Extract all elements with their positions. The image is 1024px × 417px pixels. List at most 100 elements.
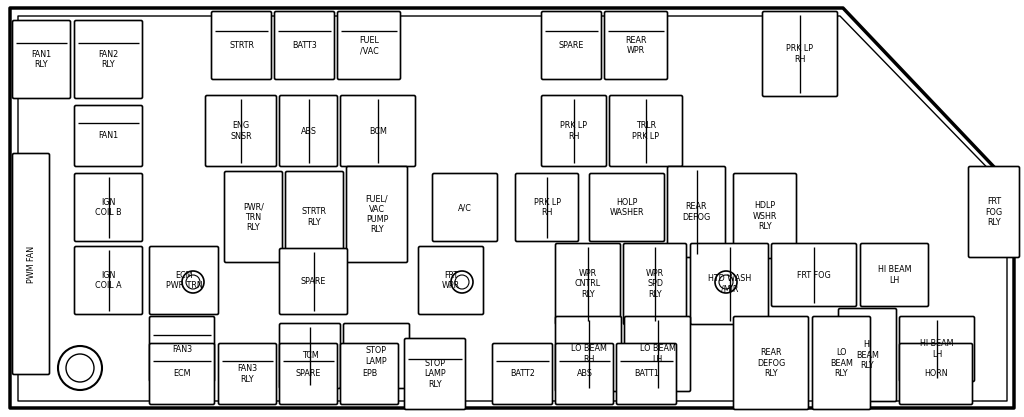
- FancyBboxPatch shape: [12, 20, 71, 98]
- FancyBboxPatch shape: [542, 95, 606, 166]
- FancyBboxPatch shape: [338, 12, 400, 80]
- FancyBboxPatch shape: [899, 344, 973, 404]
- Text: FAN1
RLY: FAN1 RLY: [32, 50, 51, 69]
- Text: STOP
LAMP
RLY: STOP LAMP RLY: [424, 359, 445, 389]
- Text: LO BEAM
LH: LO BEAM LH: [640, 344, 676, 364]
- FancyBboxPatch shape: [286, 171, 343, 262]
- FancyBboxPatch shape: [280, 95, 338, 166]
- Text: HTD WASH
/MIR: HTD WASH /MIR: [708, 274, 752, 294]
- Text: SPARE: SPARE: [301, 277, 327, 286]
- Text: LO
BEAM
RLY: LO BEAM RLY: [830, 349, 853, 377]
- Text: HI
BEAM
RLY: HI BEAM RLY: [856, 340, 879, 369]
- Text: SPARE: SPARE: [296, 369, 322, 379]
- FancyBboxPatch shape: [604, 12, 668, 80]
- Text: EPB: EPB: [361, 369, 377, 379]
- FancyBboxPatch shape: [75, 246, 142, 314]
- Text: ENG
SNSR: ENG SNSR: [230, 121, 252, 141]
- FancyBboxPatch shape: [346, 166, 408, 262]
- FancyBboxPatch shape: [150, 317, 214, 382]
- Text: BATT3: BATT3: [292, 41, 316, 50]
- FancyBboxPatch shape: [515, 173, 579, 241]
- Text: BATT2: BATT2: [510, 369, 535, 379]
- Text: FUEL
/VAC: FUEL /VAC: [359, 36, 379, 55]
- FancyBboxPatch shape: [616, 344, 677, 404]
- Text: FRT
FOG
RLY: FRT FOG RLY: [985, 198, 1002, 226]
- Text: HDLP
WSHR
RLY: HDLP WSHR RLY: [753, 201, 777, 231]
- Text: ECM
PWR TRN: ECM PWR TRN: [166, 271, 203, 290]
- FancyBboxPatch shape: [12, 153, 49, 374]
- FancyBboxPatch shape: [341, 344, 398, 404]
- FancyBboxPatch shape: [899, 317, 975, 382]
- FancyBboxPatch shape: [839, 309, 896, 402]
- FancyBboxPatch shape: [75, 106, 142, 166]
- Text: FUEL/
VAC
PUMP
RLY: FUEL/ VAC PUMP RLY: [366, 195, 388, 234]
- Text: TRLR
PRK LP: TRLR PRK LP: [633, 121, 659, 141]
- Text: FRT
WPR: FRT WPR: [442, 271, 460, 290]
- Text: REAR
DEFOG
RLY: REAR DEFOG RLY: [757, 349, 785, 377]
- FancyBboxPatch shape: [763, 12, 838, 96]
- Text: A/C: A/C: [458, 203, 472, 212]
- Text: LO BEAM
RH: LO BEAM RH: [570, 344, 606, 364]
- Text: ABS: ABS: [300, 126, 316, 136]
- FancyBboxPatch shape: [150, 344, 214, 404]
- Text: FAN3: FAN3: [172, 344, 193, 354]
- FancyBboxPatch shape: [341, 95, 416, 166]
- FancyBboxPatch shape: [668, 166, 725, 258]
- FancyBboxPatch shape: [212, 12, 271, 80]
- FancyBboxPatch shape: [771, 244, 856, 306]
- FancyBboxPatch shape: [343, 324, 410, 389]
- Text: FAN2
RLY: FAN2 RLY: [98, 50, 119, 69]
- Text: WPR
CNTRL
RLY: WPR CNTRL RLY: [574, 269, 601, 299]
- FancyBboxPatch shape: [625, 317, 690, 392]
- Text: REAR
DEFOG: REAR DEFOG: [682, 203, 711, 221]
- Text: STRTR: STRTR: [229, 41, 254, 50]
- Text: STRTR
RLY: STRTR RLY: [302, 208, 327, 226]
- Text: HOLP
WASHER: HOLP WASHER: [609, 198, 644, 217]
- Text: BATT1: BATT1: [634, 369, 658, 379]
- Text: PWR/
TRN
RLY: PWR/ TRN RLY: [243, 202, 264, 231]
- Text: IGN
COIL B: IGN COIL B: [95, 198, 122, 217]
- Text: STOP
LAMP: STOP LAMP: [366, 347, 387, 366]
- FancyBboxPatch shape: [860, 244, 929, 306]
- FancyBboxPatch shape: [75, 173, 142, 241]
- Text: PRK LP
RH: PRK LP RH: [534, 198, 560, 217]
- FancyBboxPatch shape: [624, 244, 686, 324]
- FancyBboxPatch shape: [404, 339, 466, 409]
- Text: PRK LP
RH: PRK LP RH: [786, 45, 813, 63]
- Text: PRK LP
RH: PRK LP RH: [560, 121, 588, 141]
- FancyBboxPatch shape: [218, 344, 276, 404]
- FancyBboxPatch shape: [493, 344, 553, 404]
- Text: HI BEAM
LH: HI BEAM LH: [921, 339, 953, 359]
- FancyBboxPatch shape: [542, 12, 601, 80]
- FancyBboxPatch shape: [150, 246, 218, 314]
- Text: BCM: BCM: [369, 126, 387, 136]
- Text: SPARE: SPARE: [559, 41, 584, 50]
- Text: TCM: TCM: [302, 352, 318, 361]
- FancyBboxPatch shape: [224, 171, 283, 262]
- FancyBboxPatch shape: [969, 166, 1020, 258]
- FancyBboxPatch shape: [280, 249, 347, 314]
- FancyBboxPatch shape: [590, 173, 665, 241]
- FancyBboxPatch shape: [690, 244, 768, 324]
- FancyBboxPatch shape: [555, 317, 622, 392]
- Text: HORN: HORN: [925, 369, 948, 379]
- FancyBboxPatch shape: [555, 344, 613, 404]
- Text: PWM FAN: PWM FAN: [27, 246, 36, 283]
- Text: HI BEAM
LH: HI BEAM LH: [878, 266, 911, 284]
- FancyBboxPatch shape: [733, 173, 797, 259]
- Text: FAN3
RLY: FAN3 RLY: [238, 364, 258, 384]
- FancyBboxPatch shape: [432, 173, 498, 241]
- Text: ABS: ABS: [577, 369, 593, 379]
- FancyBboxPatch shape: [75, 20, 142, 98]
- Text: IGN
COIL A: IGN COIL A: [95, 271, 122, 290]
- FancyBboxPatch shape: [419, 246, 483, 314]
- Text: WPR
SPD
RLY: WPR SPD RLY: [646, 269, 664, 299]
- Text: ECM: ECM: [173, 369, 190, 379]
- FancyBboxPatch shape: [812, 317, 870, 409]
- Text: REAR
WPR: REAR WPR: [626, 36, 647, 55]
- FancyBboxPatch shape: [274, 12, 335, 80]
- FancyBboxPatch shape: [609, 95, 683, 166]
- FancyBboxPatch shape: [280, 344, 338, 404]
- Text: FAN1: FAN1: [98, 131, 119, 141]
- FancyBboxPatch shape: [555, 244, 621, 324]
